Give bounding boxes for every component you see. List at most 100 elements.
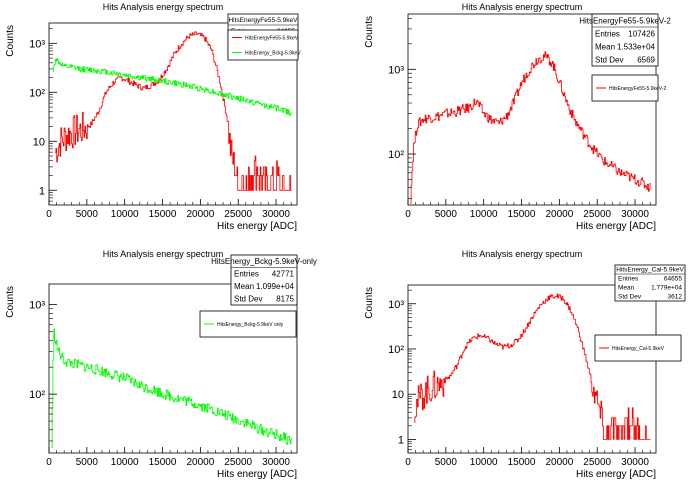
series-line-1	[52, 58, 292, 116]
y-tick-label: 10²	[388, 149, 404, 161]
stats-title: HitsEnergy_Cal-5.9keV	[616, 266, 684, 273]
stats-row-label: Std Dev	[618, 293, 642, 300]
legend: HitsEnergy_Bckg-5.9keV only	[199, 310, 297, 338]
x-tick-label: 20000	[545, 209, 573, 220]
stats-row-label: Std Dev	[234, 295, 262, 304]
series-line-0	[414, 293, 651, 440]
x-tick-label: 15000	[149, 209, 177, 220]
y-axis-label: Counts	[364, 16, 375, 48]
x-tick-label: 25000	[583, 209, 611, 220]
x-tick-label: 10000	[111, 209, 139, 220]
stats-title: HitsEnergyFe55-5.9keV	[228, 17, 298, 24]
y-tick-label: 10³	[29, 300, 45, 312]
legend-label: HitsEnergy_Bckg-5.9keV	[245, 51, 301, 57]
x-tick-label: 0	[405, 209, 411, 220]
stats-box: HitsEnergy_Bckg-5.9keV-only Entries 42771 M…	[211, 254, 317, 306]
stats-row-value: 1.099e+04	[256, 282, 295, 291]
plot-frame	[48, 22, 298, 206]
y-axis-label: Counts	[364, 287, 375, 319]
x-tick-label: 5000	[76, 457, 99, 468]
x-tick-label: 10000	[111, 457, 139, 468]
chart-title: Hits Analysis energy spectrum	[103, 249, 224, 259]
stats-row-value: 8175	[276, 295, 294, 304]
chart-title: Hits Analysis energy spectrum	[462, 2, 583, 12]
x-axis-label: Hits energy [ADC]	[217, 221, 297, 232]
plot-frame	[48, 283, 298, 454]
y-tick-label: 10²	[29, 87, 45, 99]
x-tick-label: 0	[405, 457, 411, 468]
legend-frame	[227, 29, 299, 61]
plot-frame	[407, 13, 657, 206]
y-tick-label: 1	[39, 185, 45, 197]
stats-row-label: Entries	[234, 270, 259, 279]
stats-row-label: Std Dev	[595, 55, 623, 64]
y-tick-label: 10	[33, 136, 45, 148]
x-tick-label: 15000	[508, 209, 536, 220]
x-axis-label: Hits energy [ADC]	[576, 469, 656, 480]
x-tick-label: 30000	[262, 209, 290, 220]
chart-svg: Hits Analysis energy spectrum 0 5000 10000 1…	[364, 249, 686, 480]
stats-row-value: 107426	[628, 29, 655, 38]
stats-box: HitsEnergy_Cal-5.9keV Entries 64655 Mean 1.7…	[614, 264, 686, 302]
stats-row-value: 1.779e+04	[651, 284, 682, 291]
stats-box: HitsEnergyFe55-5.9keV-2 Entries 107426 Mean…	[579, 13, 671, 67]
legend-label: HitsEnergyFe55-5.9keV-2	[609, 86, 666, 92]
legend-label: HitsEnergy_Cal-5.9keV	[612, 346, 665, 352]
y-tick-label: 10³	[29, 38, 45, 50]
x-tick-label: 20000	[186, 457, 214, 468]
x-tick-label: 30000	[621, 209, 649, 220]
stats-row-label: Entries	[595, 29, 620, 38]
chart-svg: Hits Analysis energy spectrum 0 5000 10000 1…	[5, 2, 301, 232]
chart-svg: Hits Analysis energy spectrum 0 5000 10000 1…	[364, 2, 671, 232]
y-tick-label: 10²	[388, 344, 404, 356]
x-tick-label: 5000	[435, 457, 458, 468]
x-axis-label: Hits energy [ADC]	[217, 469, 297, 480]
y-axis-label: Counts	[5, 286, 16, 318]
x-tick-label: 20000	[186, 209, 214, 220]
x-tick-label: 0	[46, 457, 52, 468]
chart-panel-bottom-right: Hits Analysis energy spectrum 0 5000 10000 1…	[345, 247, 690, 493]
stats-row-value: 6569	[637, 55, 655, 64]
stats-title: HitsEnergyFe55-5.9keV-2	[579, 16, 671, 25]
x-tick-label: 30000	[621, 457, 649, 468]
legend-label: HitsEnergy_Bckg-5.9keV only	[217, 322, 284, 328]
y-tick-label: 10³	[388, 299, 404, 311]
plot-frame	[407, 284, 657, 454]
legend: HitsEnergyFe55-5.9keV HitsEnergy_Bckg-5.9…	[227, 29, 301, 61]
legend-frame	[594, 334, 682, 362]
x-tick-label: 5000	[435, 209, 458, 220]
chart-panel-bottom-left: Hits Analysis energy spectrum 0 5000 10000 1…	[0, 247, 345, 493]
stats-row-label: Entries	[618, 275, 639, 282]
legend-frame	[199, 310, 297, 338]
x-axis-label: Hits energy [ADC]	[576, 221, 656, 232]
stats-box-frame	[230, 254, 298, 306]
stats-row-value: 3612	[668, 293, 683, 300]
x-tick-label: 15000	[508, 457, 536, 468]
series-line-0	[55, 31, 292, 191]
x-tick-label: 10000	[470, 457, 498, 468]
chart-title: Hits Analysis energy spectrum	[103, 2, 224, 12]
chart-svg: Hits Analysis energy spectrum 0 5000 10000 1…	[5, 249, 317, 480]
series-line-0	[410, 51, 651, 204]
legend-label: HitsEnergyFe55-5.9keV	[245, 36, 299, 42]
y-tick-label: 10	[392, 389, 404, 401]
stats-row-label: Mean	[618, 284, 635, 291]
chart-panel-top-right: Hits Analysis energy spectrum 0 5000 10000 1…	[345, 0, 690, 247]
stats-row-value: 64655	[664, 275, 682, 282]
x-tick-label: 5000	[76, 209, 99, 220]
legend: HitsEnergy_Cal-5.9keV	[594, 334, 682, 362]
y-axis-label: Counts	[5, 25, 16, 57]
x-tick-label: 30000	[262, 457, 290, 468]
stats-row-value: 42771	[272, 270, 295, 279]
x-tick-label: 0	[46, 209, 52, 220]
y-tick-label: 10³	[388, 64, 404, 76]
x-tick-label: 20000	[545, 457, 573, 468]
legend: HitsEnergyFe55-5.9keV-2	[591, 74, 666, 102]
x-tick-label: 25000	[224, 209, 252, 220]
series-line-0	[51, 328, 292, 449]
y-tick-label: 1	[398, 434, 404, 446]
chart-panel-top-left: Hits Analysis energy spectrum 0 5000 10000 1…	[0, 0, 345, 247]
stats-box-frame	[591, 13, 659, 67]
stats-row-value: 1.533e+04	[617, 42, 656, 51]
x-tick-label: 25000	[583, 457, 611, 468]
